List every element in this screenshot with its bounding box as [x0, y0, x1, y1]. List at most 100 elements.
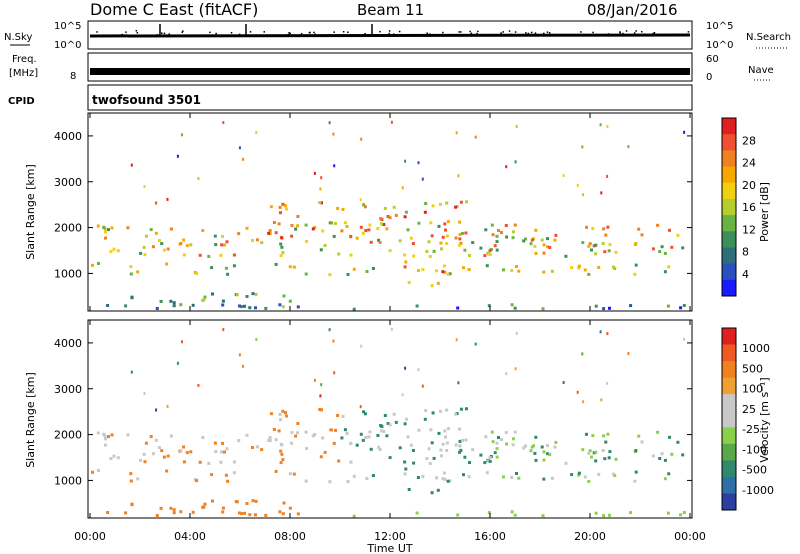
velocity-cell: [296, 431, 300, 435]
power-cell: [416, 269, 420, 272]
power-cell: [319, 248, 323, 252]
power-cell: [533, 244, 537, 248]
power-cell: [364, 229, 368, 232]
power-cell: [238, 304, 241, 308]
velocity-cell: [540, 445, 544, 449]
power-cell: [435, 269, 439, 273]
velocity-cell: [457, 381, 460, 385]
power-cell: [407, 281, 411, 284]
velocity-cell: [479, 453, 483, 457]
velocity-cell: [225, 447, 229, 451]
velocity-cell: [143, 392, 146, 395]
power-cell: [495, 240, 499, 244]
nsky-dot: [592, 31, 594, 34]
power-cell: [421, 177, 424, 181]
power-cell: [542, 243, 546, 247]
power-cell: [313, 171, 316, 175]
velocity-cell: [383, 414, 387, 417]
power-cell: [612, 265, 615, 269]
velocity-cell: [160, 449, 164, 453]
nsky-dot: [121, 33, 123, 36]
power-cell: [587, 272, 591, 276]
power-cell: [274, 231, 278, 235]
velocity-cell: [445, 408, 449, 412]
velocity-cell: [681, 453, 685, 457]
nsky-dot: [426, 32, 428, 34]
velocity-cell: [368, 430, 372, 434]
velocity-cell: [359, 405, 362, 409]
power-cell: [142, 245, 146, 249]
velocity-colorbar-tick: -1000: [742, 484, 774, 497]
velocity-cell: [423, 417, 427, 421]
velocity-cell: [542, 450, 546, 454]
power-cell: [245, 295, 249, 298]
velocity-cell: [144, 441, 148, 445]
nsky-dot: [342, 31, 345, 33]
power-cell: [349, 253, 353, 257]
velocity-cell: [683, 337, 686, 341]
power-cell: [448, 272, 452, 276]
velocity-cell: [403, 460, 407, 464]
velocity-cell: [267, 438, 271, 442]
velocity-cell: [232, 460, 236, 464]
power-cell: [446, 272, 450, 276]
power-cell: [369, 240, 373, 244]
velocity-cell: [439, 409, 442, 413]
velocity-cell: [210, 473, 214, 477]
velocity-cell: [513, 430, 517, 434]
power-cell: [461, 231, 464, 235]
power-cell: [346, 273, 350, 276]
velocity-cell: [398, 446, 402, 450]
velocity-cell: [213, 441, 217, 445]
power-cell: [160, 242, 164, 246]
power-colorbar-label: Power [dB]: [758, 182, 771, 242]
nsky-dot: [288, 32, 290, 34]
velocity-scatter: [91, 327, 686, 518]
power-cell: [404, 159, 407, 163]
velocity-cell: [176, 361, 179, 365]
power-cell: [425, 250, 429, 253]
velocity-cell: [534, 435, 538, 439]
power-cell: [550, 269, 554, 273]
date-label: 08/Jan/2016: [587, 1, 678, 19]
power-cell: [296, 215, 300, 218]
velocity-cell: [333, 371, 336, 375]
power-colorbar-swatch: [722, 182, 736, 200]
velocity-cell: [582, 400, 585, 404]
power-cell: [493, 244, 497, 248]
velocity-cell: [165, 469, 169, 473]
velocity-cell: [238, 353, 241, 357]
power-cell: [606, 174, 609, 178]
power-cell: [497, 229, 500, 232]
velocity-cell: [445, 441, 449, 445]
velocity-cell: [597, 472, 601, 476]
velocity-cell: [421, 384, 424, 388]
nsky-dot: [442, 31, 444, 34]
velocity-cell: [243, 511, 246, 515]
nsky-dot: [388, 32, 390, 35]
power-cell: [491, 233, 495, 237]
power-cell: [280, 236, 284, 240]
power-cell: [602, 307, 606, 311]
power-cell: [428, 255, 432, 258]
velocity-cell: [222, 328, 225, 332]
power-cell: [198, 253, 202, 257]
velocity-cell: [279, 449, 283, 453]
velocity-cell: [182, 460, 186, 464]
velocity-cell: [679, 513, 683, 517]
power-colorbar-tick: 16: [742, 201, 756, 214]
velocity-cell: [510, 476, 514, 479]
nsky-dot: [625, 30, 628, 32]
power-cell: [288, 265, 292, 269]
velocity-cell: [436, 488, 440, 492]
power-cell: [290, 224, 294, 227]
nsky-dot: [398, 30, 401, 33]
velocity-cell: [534, 458, 538, 462]
nsky-dot: [181, 31, 183, 33]
velocity-cell: [401, 393, 404, 397]
nsky-dot: [500, 32, 502, 34]
power-cell: [668, 228, 671, 232]
power-cell: [670, 245, 674, 249]
velocity-cell: [495, 455, 499, 459]
power-cell: [479, 246, 483, 250]
